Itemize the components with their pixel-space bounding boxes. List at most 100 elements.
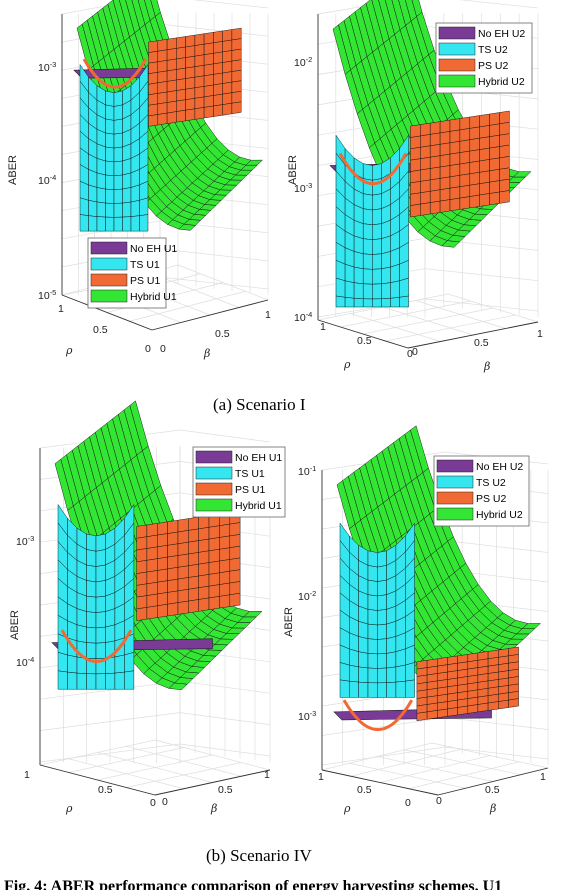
- surface-cell: [105, 202, 115, 218]
- surface-cell: [386, 666, 397, 683]
- surface-cell: [213, 62, 223, 75]
- surface-cell: [96, 216, 106, 232]
- surface-cell: [122, 158, 132, 176]
- surface-cell: [499, 178, 510, 193]
- surface-cell: [489, 169, 500, 183]
- surface-cell: [95, 673, 106, 690]
- y-tick-label: 0.5: [218, 784, 233, 796]
- surface-cell: [489, 191, 500, 206]
- surface-cell: [208, 572, 220, 587]
- surface-cell: [377, 682, 387, 698]
- surface-cell: [177, 553, 189, 568]
- y-tick-label: 1: [265, 309, 271, 321]
- x-axis-label: ρ: [343, 802, 351, 815]
- surface-cell: [386, 636, 397, 654]
- surface-cell: [349, 664, 359, 683]
- grid-line: [444, 746, 549, 760]
- surface-cell: [420, 202, 431, 216]
- x-tick-label: 0.5: [357, 784, 372, 796]
- y-tick-label: 1: [540, 771, 546, 783]
- surface-cell: [479, 181, 490, 196]
- surface-cell: [113, 188, 123, 204]
- surface-cell: [367, 638, 378, 655]
- surface-cell: [146, 570, 158, 585]
- z-tick-label: 10-3: [294, 181, 312, 195]
- legend-swatch: [438, 42, 476, 56]
- y-tick-label: 0: [160, 343, 166, 355]
- surface-cell: [157, 60, 168, 73]
- surface-cell: [148, 50, 159, 64]
- grid-line: [444, 717, 549, 730]
- surface-cell: [185, 98, 196, 111]
- legend-swatch: [195, 466, 233, 480]
- surface-cell: [203, 74, 214, 87]
- surface-cell: [79, 197, 89, 216]
- surface-cell: [367, 682, 378, 698]
- surface-cell: [177, 577, 189, 592]
- surface-cell: [146, 558, 158, 573]
- legend-swatch: [195, 498, 233, 512]
- legend: No EH U1 TS U1 PS U1 Hybrid U1: [87, 237, 177, 309]
- surface-cell: [194, 96, 205, 110]
- grid-line: [39, 712, 181, 731]
- surface-cell: [157, 521, 168, 536]
- surface-cell: [245, 159, 263, 166]
- surface-cell: [157, 39, 168, 52]
- surface-cell: [358, 666, 369, 683]
- ts-surface: [79, 63, 149, 232]
- surface-cell: [113, 146, 123, 163]
- surface-cell: [148, 103, 159, 117]
- surface-cell: [449, 129, 461, 144]
- surface-cell: [362, 223, 373, 240]
- grid-line: [321, 717, 446, 736]
- surface-cell: [105, 672, 116, 690]
- surface-cell: [499, 110, 510, 125]
- surface-cell: [335, 277, 346, 298]
- surface-cell: [449, 152, 461, 166]
- surface-cell: [76, 592, 87, 612]
- surface-cell: [166, 90, 177, 103]
- surface-cell: [176, 67, 186, 81]
- grid-line: [179, 429, 271, 443]
- surface-cell: [229, 522, 241, 537]
- surface-cell: [105, 160, 115, 177]
- surface-cell: [113, 216, 123, 232]
- surface-cell: [122, 143, 132, 162]
- surface-cell: [105, 188, 115, 204]
- surface-cell: [410, 181, 421, 195]
- surface-cell: [148, 61, 159, 74]
- surface-cell: [122, 172, 132, 190]
- z-axis-label: ABER: [283, 607, 295, 637]
- surface-cell: [208, 549, 220, 563]
- grid-line: [431, 742, 549, 769]
- grid-line: [159, 248, 269, 262]
- surface-cell: [208, 537, 220, 552]
- surface-cell: [122, 201, 132, 218]
- grid-line: [129, 290, 246, 322]
- chart-panel-4: 10-1 10-2 10-3 1 0.5 0 0 0.5 1 ABER ρ β No EH U2 TS U…: [283, 425, 549, 815]
- surface-cell: [449, 175, 461, 189]
- z-tick-label: 10-2: [294, 55, 312, 69]
- surface-cell: [410, 169, 421, 184]
- caption-scenario-iv: (b) Scenario IV: [206, 846, 312, 865]
- surface-cell: [219, 559, 231, 574]
- surface-cell: [479, 159, 490, 173]
- surface-cell: [420, 179, 431, 194]
- surface-cell: [130, 200, 140, 217]
- surface-cell: [386, 620, 397, 639]
- surface-cell: [194, 75, 205, 89]
- surface-cell: [362, 208, 373, 226]
- legend-swatch: [438, 26, 476, 40]
- surface-cell: [203, 53, 214, 66]
- surface-cell: [420, 191, 431, 205]
- surface-cell: [449, 118, 461, 132]
- surface-cell: [420, 145, 431, 159]
- legend-label: PS U1: [130, 275, 161, 287]
- surface-cell: [185, 55, 196, 69]
- z-axis-label: ABER: [287, 155, 299, 185]
- surface-cell: [188, 587, 199, 602]
- legend-label: TS U1: [130, 259, 160, 271]
- surface-cell: [499, 156, 510, 170]
- x-tick-label: 0: [407, 348, 413, 360]
